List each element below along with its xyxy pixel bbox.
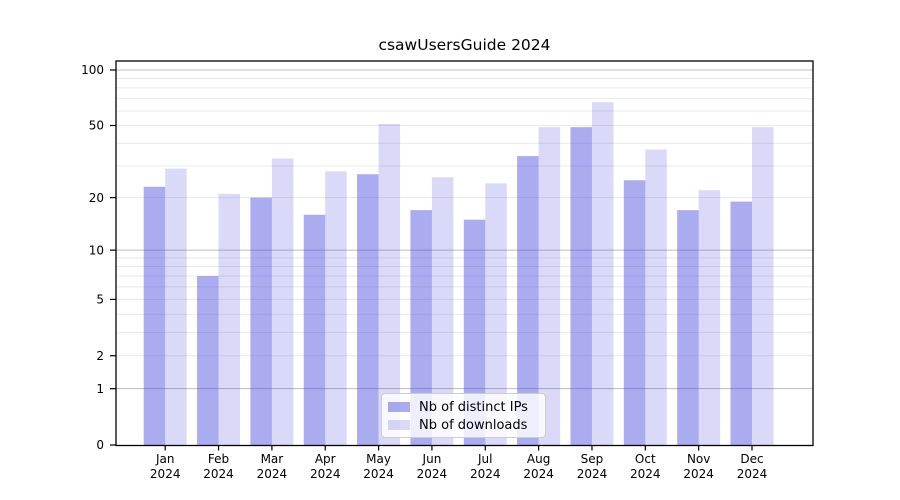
- bar-nb-of-downloads-mar: [271, 158, 294, 446]
- bars-series-1: [165, 102, 774, 446]
- bar-nb-of-downloads-dec: [752, 127, 774, 446]
- bar-nb-of-distinct-ips-mar: [250, 197, 272, 446]
- bar-nb-of-distinct-ips-oct: [623, 180, 646, 446]
- bar-nb-of-distinct-ips-sep: [570, 127, 592, 446]
- bar-nb-of-distinct-ips-aug: [517, 156, 539, 446]
- bar-nb-of-distinct-ips-may: [357, 174, 379, 446]
- bar-nb-of-distinct-ips-dec: [730, 201, 752, 446]
- bar-nb-of-downloads-oct: [645, 149, 667, 446]
- y-tick-label: 10: [89, 243, 104, 257]
- x-tick-label-year: 2024: [417, 467, 448, 481]
- plot-border: [115, 60, 814, 447]
- bar-nb-of-distinct-ips-feb: [197, 276, 219, 446]
- bar-nb-of-downloads-jul: [485, 183, 507, 446]
- legend: Nb of distinct IPs Nb of downloads: [381, 393, 546, 438]
- y-tick-label: 2: [96, 349, 104, 363]
- x-tick-label-month: Nov: [687, 452, 710, 466]
- y-tick-label: 50: [89, 119, 104, 133]
- x-tick-label-month: Dec: [740, 452, 763, 466]
- x-tick-label-month: Aug: [527, 452, 550, 466]
- x-tick-label-month: May: [366, 452, 391, 466]
- x-tick-label-year: 2024: [630, 467, 661, 481]
- bar-nb-of-distinct-ips-jun: [410, 210, 432, 446]
- bar-nb-of-distinct-ips-jul: [463, 219, 486, 446]
- x-tick-label-year: 2024: [683, 467, 714, 481]
- x-tick-label-month: Apr: [315, 452, 336, 466]
- legend-label-distinct-ips: Nb of distinct IPs: [419, 399, 528, 415]
- x-tick-label-month: Feb: [208, 452, 229, 466]
- legend-item-downloads: Nb of downloads: [388, 417, 539, 433]
- y-tick-label: 20: [89, 191, 104, 205]
- bar-nb-of-distinct-ips-jan: [143, 186, 166, 446]
- bar-nb-of-distinct-ips-nov: [677, 210, 699, 446]
- x-tick-label-month: Jan: [155, 452, 175, 466]
- x-tick-label-year: 2024: [737, 467, 768, 481]
- x-tick-label-month: Jun: [422, 452, 442, 466]
- bar-nb-of-downloads-aug: [538, 127, 561, 446]
- y-tick-label: 5: [96, 293, 104, 307]
- gridlines-minor: [116, 77, 813, 357]
- legend-item-distinct-ips: Nb of distinct IPs: [388, 399, 539, 415]
- legend-swatch-distinct-ips: [388, 402, 410, 412]
- gridlines-major: [116, 69, 813, 390]
- y-tick-label: 1: [96, 382, 104, 396]
- legend-label-downloads: Nb of downloads: [419, 417, 528, 433]
- bar-nb-of-downloads-nov: [698, 190, 721, 446]
- x-tick-label-year: 2024: [203, 467, 234, 481]
- bar-nb-of-downloads-sep: [591, 102, 614, 446]
- bar-nb-of-distinct-ips-apr: [303, 214, 326, 446]
- x-tick-label-year: 2024: [523, 467, 554, 481]
- x-tick-label-year: 2024: [470, 467, 501, 481]
- bar-nb-of-downloads-apr: [325, 171, 347, 446]
- y-tick-label: 100: [81, 63, 104, 77]
- x-tick-label-year: 2024: [150, 467, 181, 481]
- bar-nb-of-downloads-may: [378, 123, 401, 446]
- bar-nb-of-downloads-jan: [165, 168, 187, 446]
- x-tick-label-year: 2024: [363, 467, 394, 481]
- bar-nb-of-downloads-jun: [431, 177, 454, 446]
- x-axis: Jan2024Feb2024Mar2024Apr2024May2024Jun20…: [150, 445, 768, 481]
- bar-nb-of-downloads-feb: [218, 193, 241, 446]
- x-tick-label-month: Oct: [635, 452, 656, 466]
- y-tick-label: 0: [96, 438, 104, 452]
- x-tick-label-year: 2024: [577, 467, 608, 481]
- x-tick-label-month: Mar: [261, 452, 284, 466]
- x-tick-label-month: Jul: [477, 452, 492, 466]
- bars-series-0: [143, 127, 752, 446]
- legend-swatch-downloads: [388, 420, 410, 430]
- x-tick-label-month: Sep: [581, 452, 604, 466]
- x-tick-label-year: 2024: [257, 467, 288, 481]
- chart-title: csawUsersGuide 2024: [378, 36, 551, 54]
- x-tick-label-year: 2024: [310, 467, 341, 481]
- y-axis: 0 1 2 5 10 20 50 100: [81, 63, 116, 452]
